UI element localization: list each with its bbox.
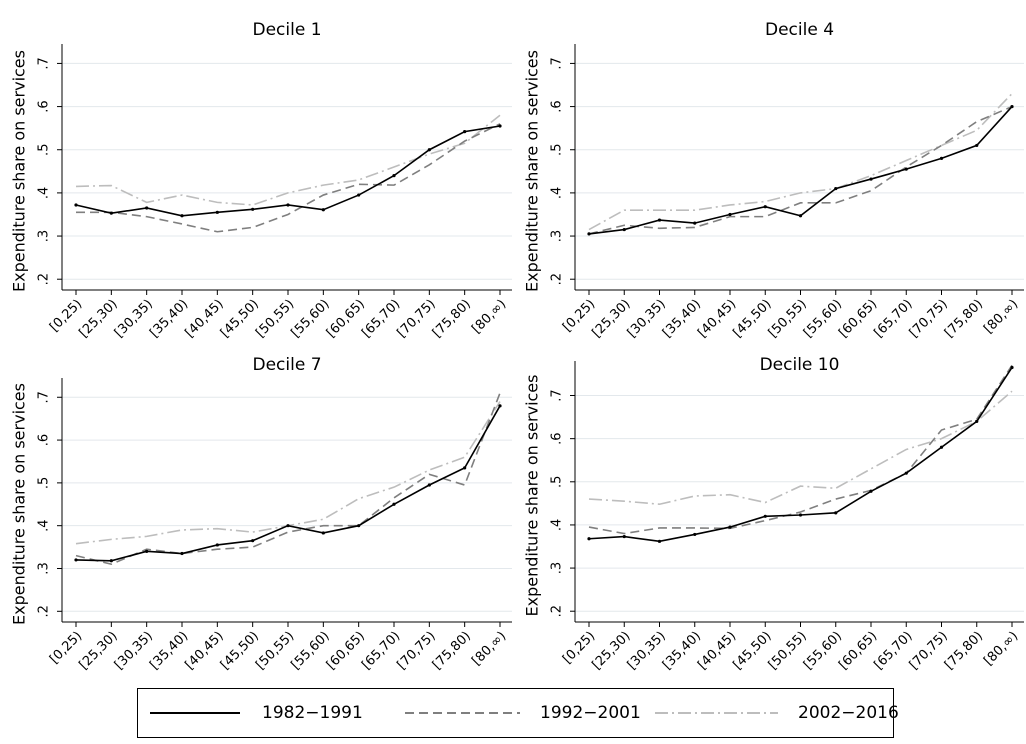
point-marker — [321, 531, 325, 535]
point-marker — [180, 551, 184, 556]
point-marker — [693, 532, 697, 537]
point-marker — [622, 227, 626, 232]
point-marker — [587, 537, 591, 541]
point-marker — [904, 471, 908, 475]
y-tick-label: .2 — [550, 605, 565, 617]
series-line — [75, 114, 501, 206]
point-marker — [657, 218, 662, 222]
point-marker — [145, 549, 149, 553]
point-marker — [728, 212, 732, 217]
point-marker — [74, 203, 78, 207]
y-tick-label: .3 — [550, 562, 565, 574]
point-marker — [869, 489, 873, 493]
point-marker — [498, 124, 502, 128]
series-line — [588, 390, 1013, 506]
y-axis-title: Expenditure share on services — [10, 383, 29, 625]
y-tick-label: .2 — [550, 273, 565, 285]
y-tick-label: .7 — [37, 57, 52, 69]
point-marker — [215, 543, 219, 547]
point-marker — [798, 513, 803, 517]
y-tick-label: .2 — [37, 273, 52, 285]
point-marker — [1010, 365, 1014, 370]
y-tick-label: .6 — [37, 434, 52, 446]
point-marker — [145, 206, 149, 210]
point-marker — [798, 214, 803, 218]
point-marker — [427, 483, 431, 487]
point-marker — [693, 221, 697, 225]
panel-title: Decile 7 — [252, 355, 321, 375]
series-line — [588, 93, 1013, 231]
series-line — [76, 123, 501, 233]
point-marker — [763, 514, 767, 518]
legend-label: 1982−1991 — [262, 703, 363, 723]
y-tick-label: .3 — [550, 230, 565, 242]
series-line — [588, 364, 1013, 535]
y-axis-title: Expenditure share on services — [10, 50, 29, 292]
point-marker — [834, 186, 838, 191]
point-marker — [939, 156, 944, 160]
y-tick-label: .5 — [550, 144, 565, 156]
point-marker — [622, 534, 626, 539]
point-marker — [109, 211, 113, 215]
point-marker — [251, 539, 255, 543]
y-tick-label: .7 — [550, 389, 565, 401]
y-tick-label: .7 — [550, 57, 565, 69]
point-marker — [657, 539, 662, 543]
y-tick-label: .5 — [37, 477, 52, 489]
point-marker — [251, 207, 255, 211]
series-line — [75, 392, 501, 566]
panel-title: Decile 4 — [765, 20, 834, 40]
y-tick-label: .3 — [37, 230, 52, 242]
y-tick-label: .4 — [550, 187, 565, 199]
point-marker — [587, 232, 591, 236]
y-tick-label: .4 — [37, 519, 52, 531]
point-marker — [215, 210, 219, 214]
y-tick-label: .3 — [37, 562, 52, 574]
point-marker — [463, 130, 467, 134]
y-tick-label: .6 — [37, 100, 52, 112]
series-line — [588, 105, 1013, 235]
y-tick-label: .5 — [37, 144, 52, 156]
panel-title: Decile 10 — [760, 355, 840, 375]
y-tick-label: .4 — [37, 187, 52, 199]
y-tick-label: .5 — [550, 476, 565, 488]
point-marker — [498, 404, 502, 408]
point-marker — [357, 524, 361, 528]
point-marker — [975, 419, 979, 423]
y-axis-title: Expenditure share on services — [523, 50, 542, 292]
point-marker — [321, 208, 325, 212]
y-tick-label: .7 — [37, 391, 52, 403]
point-marker — [869, 177, 873, 181]
legend-box — [137, 688, 894, 738]
point-marker — [109, 559, 113, 563]
y-tick-label: .4 — [550, 519, 565, 531]
point-marker — [904, 167, 908, 171]
point-marker — [74, 558, 78, 562]
legend-label: 1992−2001 — [540, 703, 641, 723]
point-marker — [286, 524, 290, 528]
point-marker — [975, 143, 979, 148]
y-tick-label: .6 — [550, 432, 565, 444]
point-marker — [728, 525, 732, 529]
point-marker — [939, 445, 944, 449]
point-marker — [392, 502, 396, 506]
point-marker — [392, 174, 396, 178]
point-marker — [463, 466, 467, 470]
point-marker — [763, 205, 767, 209]
y-tick-label: .2 — [37, 605, 52, 617]
y-tick-label: .6 — [550, 100, 565, 112]
point-marker — [180, 214, 184, 218]
y-axis-title: Expenditure share on services — [523, 375, 542, 617]
point-marker — [1010, 104, 1014, 109]
point-marker — [834, 511, 838, 515]
point-marker — [357, 193, 361, 197]
point-marker — [427, 148, 431, 152]
panel-title: Decile 1 — [252, 20, 321, 40]
legend-label: 2002−2016 — [798, 703, 899, 723]
point-marker — [286, 203, 290, 207]
